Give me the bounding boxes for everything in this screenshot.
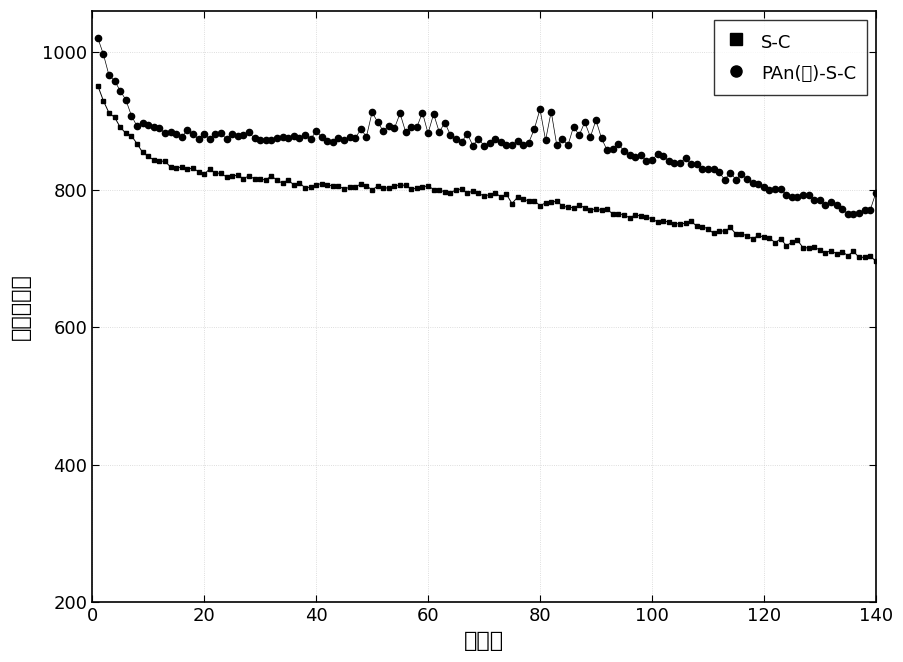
S-C <box>92 81 103 89</box>
PAn(脱)-S-C <box>232 132 243 140</box>
Legend: S-C, PAn(脱)-S-C: S-C, PAn(脱)-S-C <box>713 20 866 95</box>
S-C <box>232 171 243 179</box>
S-C <box>870 258 880 265</box>
PAn(脱)-S-C <box>120 96 131 104</box>
S-C <box>858 254 869 261</box>
Line: PAn(脱)-S-C: PAn(脱)-S-C <box>95 35 878 217</box>
PAn(脱)-S-C <box>92 34 103 42</box>
PAn(脱)-S-C <box>137 118 148 126</box>
PAn(脱)-S-C <box>842 210 852 218</box>
Y-axis label: 放电比容量: 放电比容量 <box>11 273 31 340</box>
Line: S-C: S-C <box>96 84 877 263</box>
S-C <box>478 192 489 200</box>
S-C <box>120 129 131 137</box>
PAn(脱)-S-C <box>870 189 880 197</box>
X-axis label: 循环数: 循环数 <box>463 631 504 651</box>
S-C <box>171 164 182 172</box>
PAn(脱)-S-C <box>478 142 489 150</box>
S-C <box>137 148 148 156</box>
PAn(脱)-S-C <box>171 130 182 138</box>
PAn(脱)-S-C <box>864 206 875 214</box>
